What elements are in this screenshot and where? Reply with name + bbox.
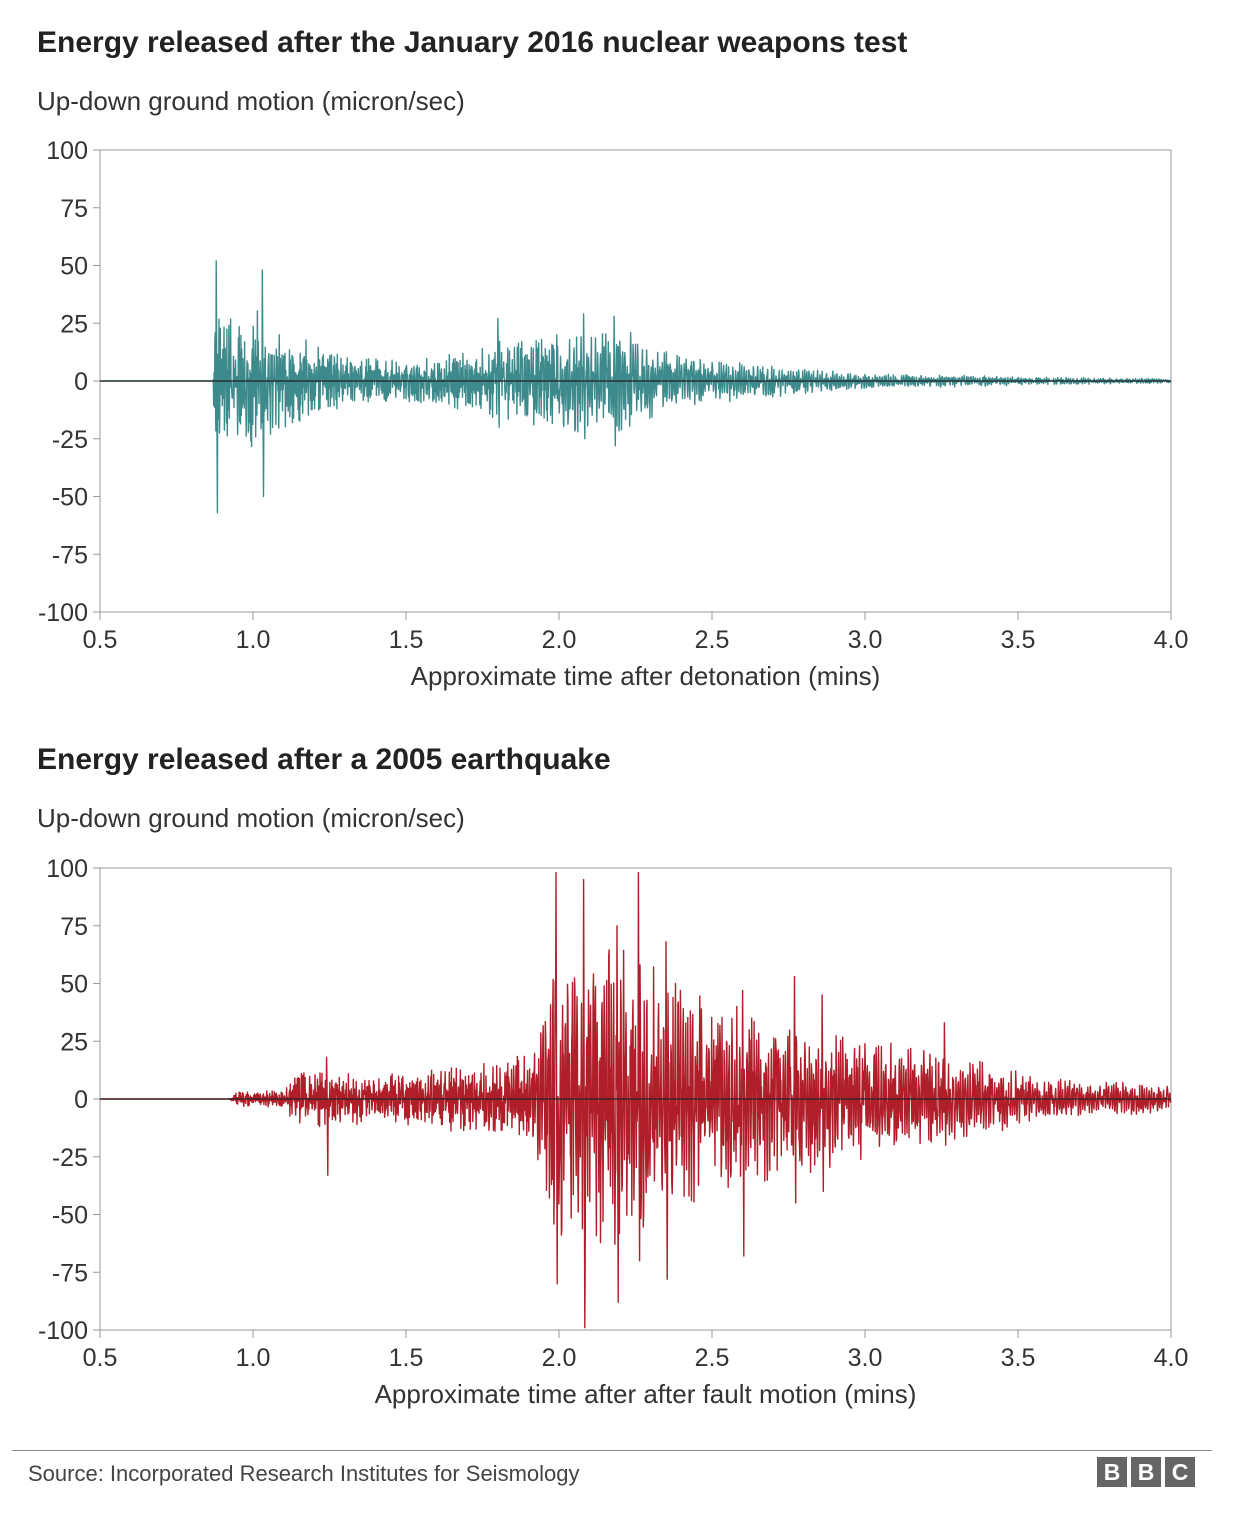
x-tick-label: 3.0 [848,1344,883,1372]
y-tick-label: 25 [60,1028,88,1056]
x-tick-label: 0.5 [83,1344,118,1372]
logo-letter: C [1165,1457,1195,1487]
waveform-series [99,260,1172,514]
chart-2-title: Energy released after a 2005 earthquake [37,743,611,776]
y-tick-label: 100 [46,137,88,165]
source-credit: Source: Incorporated Research Institutes… [28,1461,580,1486]
x-tick-label: 3.5 [1001,1344,1036,1372]
x-tick-label: 4.0 [1154,626,1189,654]
y-tick-label: -75 [52,1259,88,1287]
x-tick-label: 1.5 [389,626,424,654]
y-tick-label: -25 [52,426,88,454]
y-tick-label: 0 [74,368,88,396]
y-tick-label: -100 [38,599,88,627]
logo-letter: B [1131,1457,1161,1487]
y-tick-label: 75 [60,195,88,223]
chart-2-ylabel: Up-down ground motion (micron/sec) [37,803,465,833]
y-tick-label: -100 [38,1317,88,1345]
chart-1-title: Energy released after the January 2016 n… [37,26,908,59]
logo-letter: B [1097,1457,1127,1487]
x-tick-label: 1.0 [236,1344,271,1372]
x-axis-label: Approximate time after detonation (mins) [411,661,881,691]
y-tick-label: -50 [52,484,88,512]
waveform-series [99,871,1172,1329]
x-tick-label: 0.5 [83,626,118,654]
x-axis-label: Approximate time after after fault motio… [375,1379,917,1409]
x-tick-label: 2.5 [695,626,730,654]
x-tick-label: 1.0 [236,626,271,654]
x-tick-label: 4.0 [1154,1344,1189,1372]
bbc-logo: B B C [1097,1457,1195,1487]
y-tick-label: 50 [60,971,88,999]
y-tick-label: -75 [52,541,88,569]
y-tick-label: -25 [52,1144,88,1172]
x-tick-label: 2.0 [542,626,577,654]
chart-1-ylabel: Up-down ground motion (micron/sec) [37,86,465,116]
y-tick-label: -50 [52,1202,88,1230]
x-tick-label: 2.0 [542,1344,577,1372]
x-tick-label: 3.0 [848,626,883,654]
x-tick-label: 1.5 [389,1344,424,1372]
footer-divider [12,1450,1212,1451]
y-tick-label: 75 [60,913,88,941]
y-tick-label: 25 [60,310,88,338]
y-tick-label: 100 [46,855,88,883]
y-tick-label: 50 [60,253,88,281]
x-tick-label: 2.5 [695,1344,730,1372]
x-tick-label: 3.5 [1001,626,1036,654]
y-tick-label: 0 [74,1086,88,1114]
